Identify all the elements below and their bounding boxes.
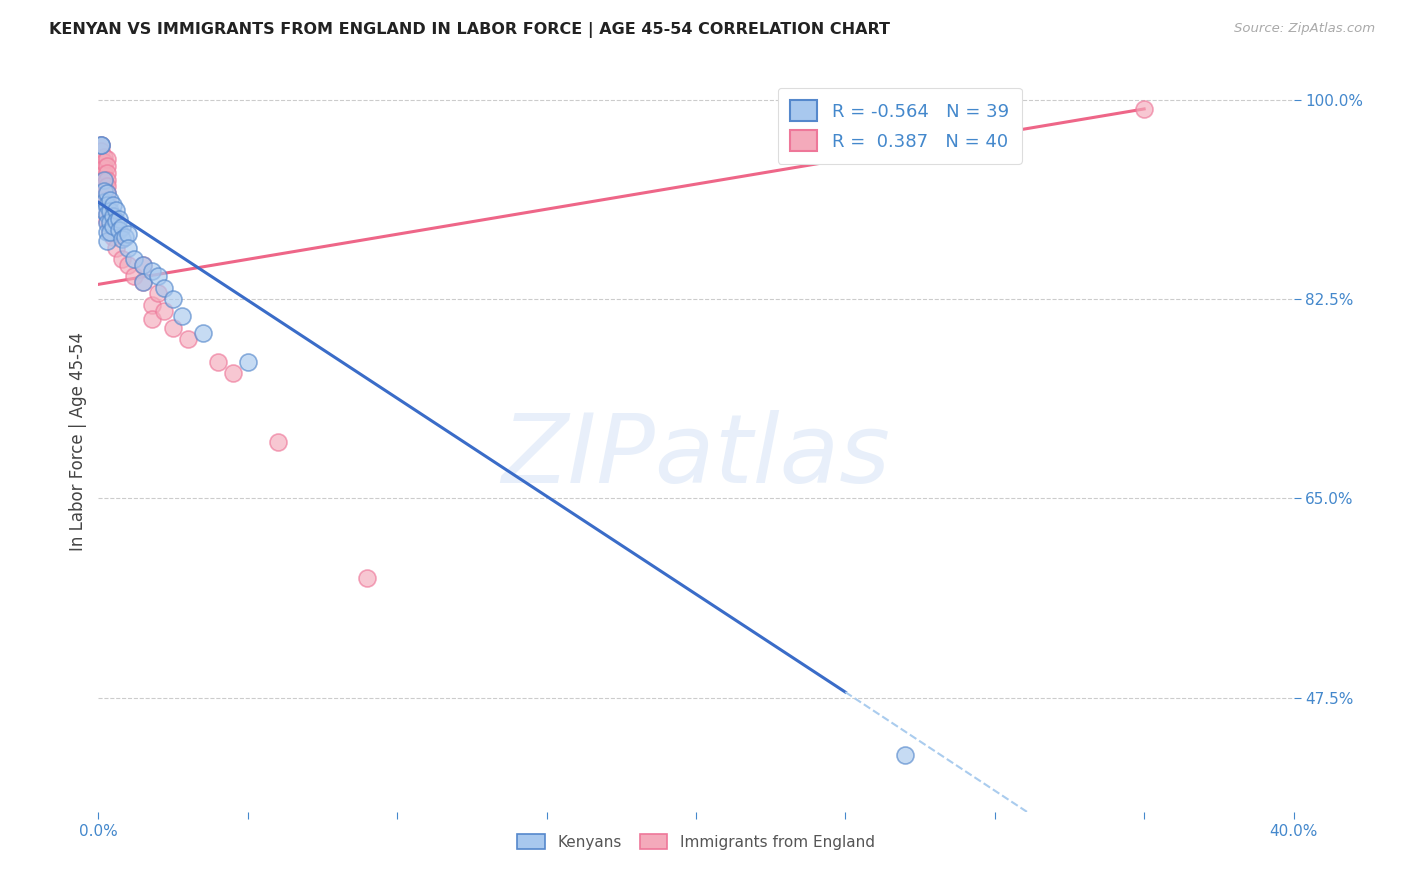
Point <box>117 241 139 255</box>
Legend: Kenyans, Immigrants from England: Kenyans, Immigrants from England <box>512 828 880 856</box>
Point <box>98 204 122 219</box>
Point <box>117 258 139 272</box>
Point <box>93 167 115 181</box>
Point <box>98 193 122 207</box>
Point <box>96 179 118 194</box>
Point <box>172 310 194 324</box>
Point <box>103 197 125 211</box>
Point <box>98 215 122 229</box>
Point <box>162 292 184 306</box>
Point <box>96 193 118 207</box>
Point <box>96 234 118 248</box>
Point <box>103 219 125 234</box>
Point <box>98 215 122 229</box>
Point <box>105 203 128 218</box>
Point <box>132 258 155 272</box>
Point <box>108 222 131 236</box>
Point <box>98 225 122 239</box>
Point <box>124 269 146 284</box>
Point <box>103 229 125 244</box>
Point <box>90 138 112 153</box>
Point <box>124 252 146 267</box>
Point <box>267 434 290 449</box>
Point <box>93 184 115 198</box>
Point <box>153 281 176 295</box>
Point <box>356 571 378 585</box>
Point <box>114 229 136 244</box>
Point <box>96 207 118 221</box>
Point <box>105 213 128 227</box>
Point <box>96 200 118 214</box>
Point <box>236 355 259 369</box>
Text: Source: ZipAtlas.com: Source: ZipAtlas.com <box>1234 22 1375 36</box>
Point <box>1133 102 1156 116</box>
Point <box>98 224 122 238</box>
Point <box>90 138 112 153</box>
Text: ZIPatlas: ZIPatlas <box>502 409 890 503</box>
Point <box>111 252 134 267</box>
Point <box>111 220 134 235</box>
Point <box>96 207 118 221</box>
Point <box>132 275 155 289</box>
Point <box>98 207 122 221</box>
Point <box>141 263 163 277</box>
Point <box>153 303 176 318</box>
Point <box>894 747 917 762</box>
Point <box>93 195 115 210</box>
Point <box>162 320 184 334</box>
Text: KENYAN VS IMMIGRANTS FROM ENGLAND IN LABOR FORCE | AGE 45-54 CORRELATION CHART: KENYAN VS IMMIGRANTS FROM ENGLAND IN LAB… <box>49 22 890 38</box>
Point <box>132 275 155 289</box>
Point <box>93 155 115 169</box>
Point <box>191 326 214 341</box>
Point <box>96 186 118 201</box>
Point <box>141 298 163 312</box>
Point <box>96 225 118 239</box>
Point <box>93 204 115 219</box>
Point <box>222 366 245 380</box>
Point <box>207 355 229 369</box>
Point <box>111 232 134 246</box>
Point <box>108 212 131 227</box>
Point <box>117 227 139 242</box>
Point <box>93 161 115 176</box>
Point <box>96 186 118 201</box>
Point <box>141 311 163 326</box>
Point <box>93 150 115 164</box>
Point <box>148 269 170 284</box>
Point <box>90 138 112 153</box>
Point <box>90 144 112 158</box>
Point <box>93 172 115 186</box>
Point <box>96 172 118 186</box>
Point <box>103 209 125 223</box>
Point <box>148 286 170 301</box>
Point <box>96 152 118 166</box>
Point <box>96 166 118 180</box>
Point <box>177 332 200 346</box>
Point <box>93 178 115 193</box>
Y-axis label: In Labor Force | Age 45-54: In Labor Force | Age 45-54 <box>69 332 87 551</box>
Point <box>132 258 155 272</box>
Point <box>96 197 118 211</box>
Point <box>96 216 118 230</box>
Point <box>93 184 115 198</box>
Point <box>96 159 118 173</box>
Point <box>96 213 118 227</box>
Point <box>105 241 128 255</box>
Point <box>93 172 115 186</box>
